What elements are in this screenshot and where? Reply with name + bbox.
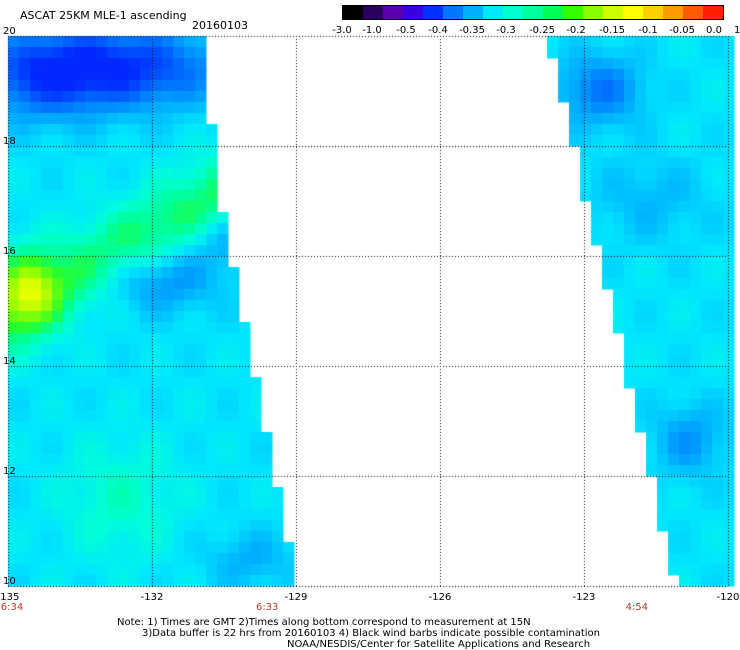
- longitude-label: -120: [716, 592, 740, 603]
- color-scale-label: -0.4: [428, 25, 448, 36]
- color-scale-labels: -3.0 -1.0 -0.5 -0.4 -0.35 -0.3 -0.25 -0.2 -0.15 -…: [330, 25, 740, 37]
- color-scale-label: -0.2: [566, 25, 586, 36]
- color-scale-swatch: [383, 6, 403, 19]
- color-scale-swatch: [543, 6, 563, 19]
- color-scale-label: -3.0: [332, 25, 352, 36]
- color-scale-swatch: [563, 6, 583, 19]
- longitude-label: -132: [140, 592, 164, 603]
- color-scale-label: 0.0: [706, 25, 722, 36]
- note-line-3: NOAA/NESDIS/Center for Satellite Applica…: [287, 639, 591, 650]
- color-scale-swatch: [503, 6, 523, 19]
- note-line-2: 3)Data buffer is 22 hrs from 20160103 4)…: [142, 628, 600, 639]
- color-scale-label: -0.25: [529, 25, 555, 36]
- color-scale-swatch: [463, 6, 483, 19]
- latitude-label: 16: [3, 246, 16, 257]
- color-scale-swatch: [363, 6, 383, 19]
- footnotes: Note: 1) Times are GMT 2)Times along bot…: [117, 617, 600, 650]
- note-line-1: Note: 1) Times are GMT 2)Times along bot…: [117, 617, 531, 628]
- color-scale-swatch: [603, 6, 623, 19]
- color-scale-swatch: [343, 6, 363, 19]
- color-scale-swatch: [523, 6, 543, 19]
- color-scale-label: -0.1: [638, 25, 658, 36]
- color-scale-label: -0.3: [496, 25, 516, 36]
- color-scale-label: 1.0: [734, 25, 740, 36]
- map-date: 20160103: [192, 19, 248, 32]
- latitude-label: 20: [3, 26, 16, 37]
- color-scale-swatch: [423, 6, 443, 19]
- color-scale-swatch: [643, 6, 663, 19]
- color-scale-label: -0.05: [669, 25, 695, 36]
- color-scale-label: -1.0: [362, 25, 382, 36]
- pass-time-label: 6:34: [0, 602, 24, 613]
- pass-time-label: 4:54: [625, 602, 649, 613]
- color-scale-label: -0.15: [599, 25, 625, 36]
- color-scale-swatch: [703, 6, 723, 19]
- color-scale-swatch: [443, 6, 463, 19]
- color-scale-swatch: [623, 6, 643, 19]
- color-scale-swatch: [583, 6, 603, 19]
- map-title: ASCAT 25KM MLE-1 ascending: [20, 9, 187, 22]
- latitude-label: 12: [3, 466, 16, 477]
- color-scale-label: -0.5: [396, 25, 416, 36]
- latitude-label: 14: [3, 356, 16, 367]
- color-scale-swatch: [663, 6, 683, 19]
- color-scale-label: -0.35: [459, 25, 485, 36]
- longitude-label: -126: [428, 592, 452, 603]
- color-scale-swatch: [483, 6, 503, 19]
- latitude-label: 10: [3, 576, 16, 587]
- color-scale-swatch: [403, 6, 423, 19]
- longitude-label: -135: [0, 592, 20, 603]
- longitude-label: -129: [284, 592, 308, 603]
- latitude-label: 18: [3, 136, 16, 147]
- color-scale-swatch: [683, 6, 703, 19]
- pass-time-label: 6:33: [255, 602, 279, 613]
- longitude-label: -123: [572, 592, 596, 603]
- color-scale-bar: [342, 5, 724, 20]
